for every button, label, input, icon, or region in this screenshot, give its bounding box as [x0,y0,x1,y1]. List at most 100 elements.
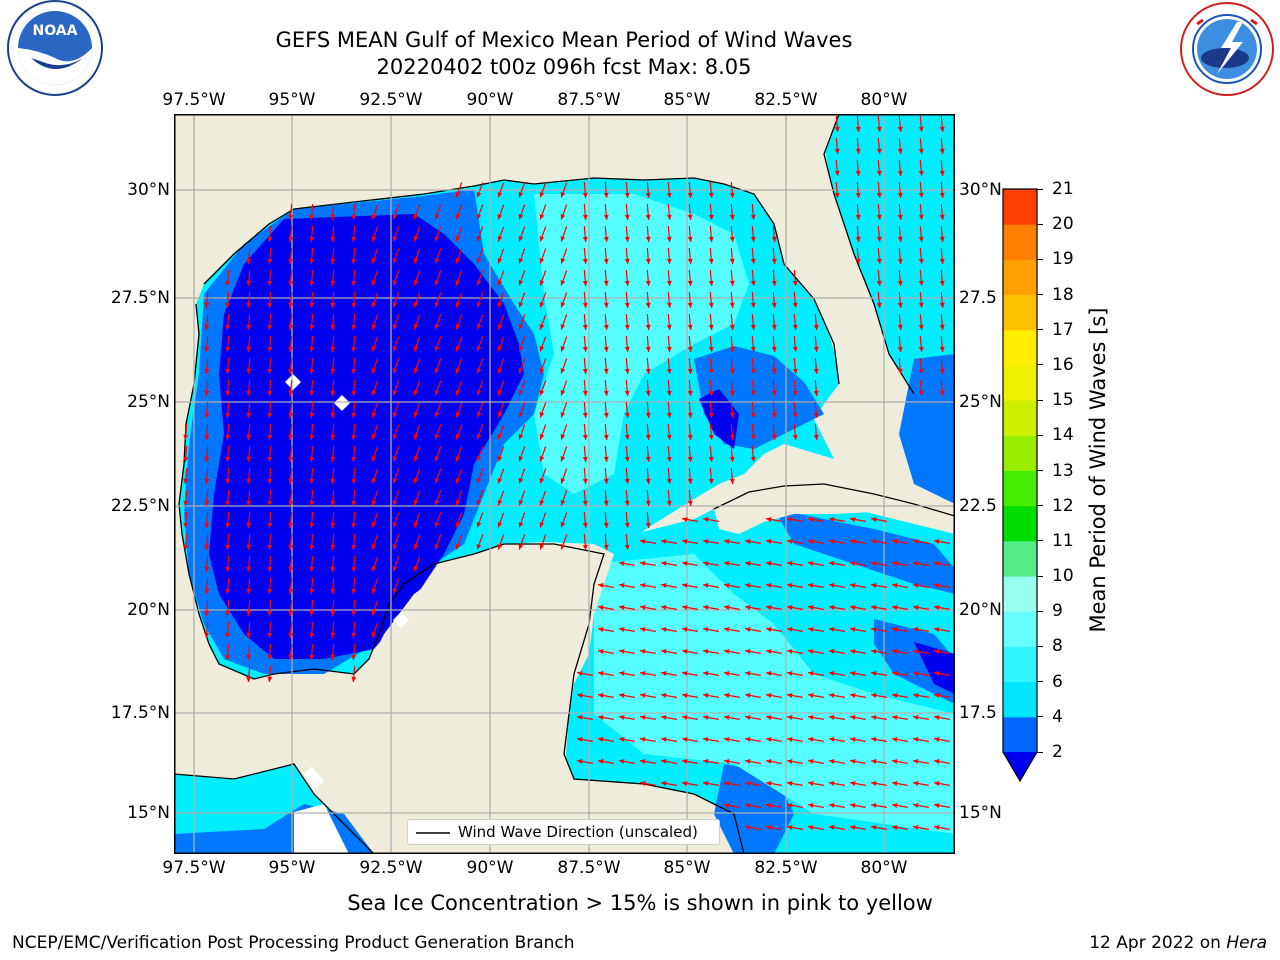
wave-arrow-head [225,522,231,528]
wave-arrow-head [434,213,440,220]
wave-arrow-head [871,649,877,654]
wave-arrow-head [703,759,709,764]
wave-arrow-head [246,654,252,660]
wave-arrow-head [897,324,903,330]
wave-arrow-head [913,759,919,764]
wave-arrow-head [624,324,630,330]
wave-arrow-head [539,323,545,330]
wave-arrow-head [497,323,503,330]
wave-arrow-head [309,236,315,242]
wave-arrow-head [624,236,630,242]
wave-arrow-head [455,389,461,396]
wave-arrow-head [246,258,252,264]
wave-arrow-head [434,257,440,264]
colorbar-tick-mark [1037,540,1043,542]
wave-arrow-head [850,539,856,544]
wave-arrow-head [560,235,566,242]
wave-arrow-head [371,367,377,374]
wave-arrow-head [645,258,651,264]
colorbar-tick-mark [1037,399,1043,401]
wave-arrow-head [682,539,688,544]
wave-arrow-head [918,126,924,132]
wave-arrow-head [288,544,294,550]
wave-arrow-head [913,825,919,830]
wave-arrow-head [892,627,898,632]
wave-arrow-head [934,759,940,764]
colorbar-tick-mark [1037,751,1043,753]
wave-arrow-head [703,737,709,742]
wave-arrow-head [918,390,924,396]
wave-arrow-head [309,214,315,220]
wave-arrow-head [225,654,231,660]
wave-arrow-head [455,301,461,308]
wave-arrow-head [939,302,945,308]
wave-arrow-head [724,737,730,742]
wave-arrow-head [413,257,419,264]
wave-arrow-head [603,500,609,506]
wave-arrow-head [392,499,398,506]
wave-arrow-head [850,561,856,566]
colorbar-tick-mark [1037,294,1043,296]
colorbar-tick-mark [1037,716,1043,718]
wave-arrow-head [661,759,667,764]
wave-arrow-head [476,257,482,264]
wave-arrow-head [624,544,630,550]
wave-arrow-head [225,346,231,352]
wave-arrow-head [476,301,482,308]
colorbar-tick-label: 13 [1052,460,1074,481]
wave-arrow-head [225,434,231,440]
wave-arrow-head [897,236,903,242]
wave-arrow-head [267,544,273,550]
wave-arrow-head [771,302,777,308]
wave-arrow-head [204,522,210,528]
wave-arrow-head [829,803,835,808]
wave-arrow-head [288,654,294,660]
wave-arrow-head [771,434,777,440]
wave-arrow-head [939,346,945,352]
wave-arrow-head [850,583,856,588]
wave-arrow-head [497,521,503,528]
wave-arrow-head [724,715,730,720]
wave-arrow-head [834,170,840,176]
wave-arrow-head [708,192,714,198]
wave-arrow-head [476,367,482,374]
wave-arrow-head [850,715,856,720]
wave-arrow-head [371,631,377,638]
wave-arrow-head [640,671,646,676]
colorbar-band [1003,364,1037,401]
wave-arrow-head [745,759,751,764]
colorbar-band [1003,435,1037,471]
wave-arrow-head [913,715,919,720]
wave-arrow-head [518,279,524,286]
footer-date: 12 Apr 2022 on Hera [1089,933,1267,953]
wave-arrow-head [518,345,524,352]
wave-arrow-head [371,499,377,506]
wave-arrow-head [518,301,524,308]
wave-arrow-head [603,346,609,352]
wave-arrow-head [309,390,315,396]
wave-arrow-head [225,390,231,396]
wave-arrow-head [267,258,273,264]
wave-arrow-head [918,302,924,308]
wave-arrow-head [871,517,877,522]
wave-arrow-head [476,411,482,418]
wave-arrow-head [682,583,688,588]
wave-arrow-head [829,517,835,522]
wave-arrow-head [246,566,252,572]
wave-arrow-head [729,280,735,286]
wave-arrow-head [934,671,940,676]
wave-arrow-head [267,434,273,440]
wave-arrow-head [330,214,336,220]
wave-arrow-head [640,759,646,764]
wave-arrow-head [288,368,294,374]
wave-arrow-head [645,346,651,352]
wave-arrow-head [560,499,566,506]
wave-arrow-head [518,543,524,550]
wave-arrow-head [582,522,588,528]
wave-arrow-head [850,803,856,808]
colorbar-tick-label: 10 [1052,566,1074,587]
colorbar-tick-label: 20 [1052,214,1074,235]
wave-arrow-head [204,610,210,616]
lat-label-left: 20°N [127,600,170,620]
wave-arrow-head [204,544,210,550]
